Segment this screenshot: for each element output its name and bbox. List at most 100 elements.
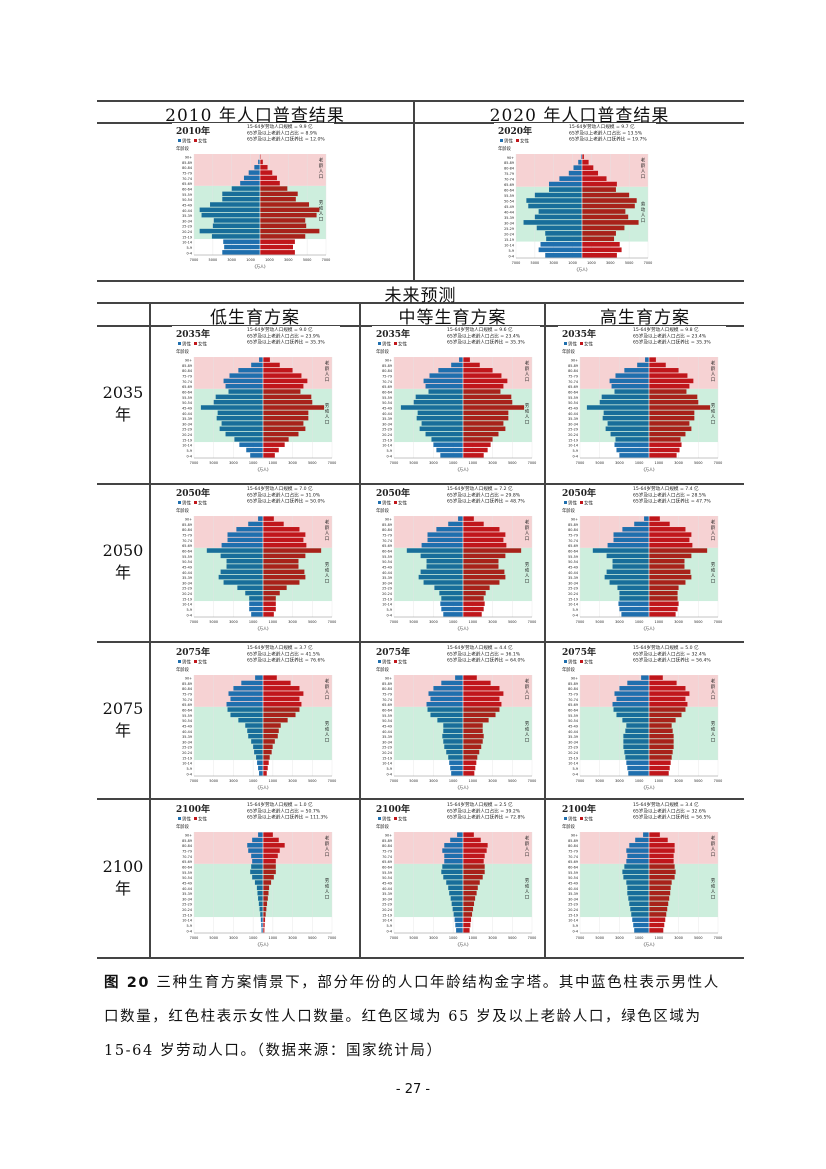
working-zone-label: 动 (641, 206, 646, 213)
x-tick-label: 5000 (694, 461, 703, 465)
x-tick-label: 3000 (288, 620, 297, 624)
age-tick-label: 15-19 (182, 597, 192, 601)
bar-male-80-84 (238, 368, 263, 373)
x-tick-label: 1000 (655, 936, 664, 940)
age-tick-label: 35-39 (382, 735, 392, 739)
bar-female-30-34 (263, 896, 268, 901)
age-tick-label: 55-59 (382, 396, 392, 400)
bar-female-70-74 (649, 378, 694, 384)
working-zone-label: 劳 (325, 561, 330, 568)
x-axis-label: (万人) (643, 785, 655, 790)
legend-male-label: 男性 (182, 341, 191, 348)
legend-female-swatch (580, 501, 583, 504)
bar-female-85-89 (263, 521, 284, 527)
bar-female-65-69 (463, 858, 484, 864)
age-tick-label: 25-29 (382, 587, 392, 591)
x-tick-label: 3000 (488, 779, 497, 783)
bar-female-50-54 (649, 717, 676, 723)
age-tick-label: 0-4 (508, 254, 514, 258)
age-tick-label: 10-14 (382, 603, 392, 607)
age-tick-label: 20-24 (382, 592, 392, 596)
bar-female-55-59 (260, 191, 298, 197)
bar-female-45-49 (649, 405, 711, 410)
age-tick-label: 5-9 (572, 608, 578, 612)
working-zone-label: 人 (325, 573, 330, 579)
bar-female-70-74 (649, 696, 686, 702)
bar-male-5-9 (258, 765, 263, 771)
pyramid-stat-0: 15-64岁劳动人口规模 = 4.4 亿 (447, 644, 513, 651)
figure-caption: 图 20 三种生育方案情景下，部分年份的人口年龄结构金字塔。其中蓝色柱表示男性人… (104, 966, 724, 1068)
legend-male-label: 男性 (504, 138, 513, 145)
bar-female-50-54 (582, 198, 637, 203)
pyramid-stat-1: 65岁及以上老龄人口占比 = 36.1% (447, 650, 521, 657)
bar-female-50-54 (263, 558, 299, 564)
x-tick-label: 5000 (308, 936, 317, 940)
bar-male-50-54 (222, 196, 260, 202)
bar-male-40-44 (625, 728, 649, 734)
x-tick-label: 3000 (429, 779, 438, 783)
bar-male-35-39 (602, 415, 649, 421)
elderly-zone-label: 人 (525, 530, 530, 536)
pyramid-legend: 男性 女性 (378, 341, 407, 348)
x-tick-label: 7000 (576, 936, 585, 940)
age-tick-label: 90+ (185, 677, 192, 681)
bar-female-20-24 (263, 431, 299, 437)
bar-male-40-44 (217, 410, 263, 416)
age-tick-label: 50-54 (382, 876, 392, 880)
age-tick-label: 80-84 (382, 844, 392, 848)
elderly-zone-label: 口 (711, 695, 716, 701)
age-tick-label: 65-69 (182, 860, 192, 864)
bar-female-30-34 (649, 739, 674, 744)
age-tick-label: 55-59 (568, 714, 578, 718)
bar-female-35-39 (582, 214, 629, 220)
age-tick-label: 40-44 (182, 887, 192, 891)
legend-male-swatch (178, 660, 181, 663)
elderly-zone-label: 老 (711, 677, 716, 684)
bar-male-25-29 (451, 901, 463, 907)
working-zone-label: 劳 (525, 561, 530, 568)
age-tick-label: 60-64 (182, 550, 192, 554)
bar-female-60-64 (263, 707, 300, 712)
legend-male-label: 男性 (182, 500, 191, 507)
bar-female-80-84 (263, 527, 300, 532)
bar-male-5-9 (249, 606, 263, 612)
age-tick-label: 0-4 (186, 929, 192, 933)
legend-female-label: 女性 (584, 816, 593, 823)
bar-male-65-69 (626, 858, 649, 864)
age-tick-label: 60-64 (568, 866, 578, 870)
bar-male-10-14 (632, 917, 649, 922)
bar-female-60-64 (260, 186, 288, 191)
bar-female-15-19 (649, 912, 667, 917)
age-tick-label: 65-69 (504, 183, 514, 187)
pyramid-legend: 男性 女性 (378, 659, 407, 666)
x-tick-label: 5000 (209, 620, 218, 624)
bar-male-30-34 (421, 421, 463, 426)
bar-female-20-24 (263, 590, 280, 596)
bar-female-85-89 (463, 837, 481, 843)
x-tick-label: 3000 (674, 779, 683, 783)
bar-male-75-79 (626, 848, 649, 853)
bar-female-85-89 (263, 362, 280, 368)
table-rule (97, 798, 744, 800)
age-tick-label: 45-49 (568, 881, 578, 885)
elderly-zone-label: 口 (711, 852, 716, 858)
age-tick-label: 40-44 (182, 209, 192, 213)
bar-female-45-49 (263, 564, 299, 569)
x-tick-label: 1000 (449, 936, 458, 940)
bar-male-90+ (641, 675, 649, 680)
age-tick-label: 55-59 (182, 396, 192, 400)
age-tick-label: 45-49 (382, 565, 392, 569)
pyramid-stat-2: 65岁及以上老龄人口抚养比 = 56.4% (633, 657, 711, 664)
age-tick-label: 85-89 (568, 523, 578, 527)
age-tick-label: 0-4 (186, 772, 192, 776)
bar-male-0-4 (443, 612, 463, 617)
bar-male-30-34 (251, 739, 263, 744)
age-tick-label: 0-4 (386, 772, 392, 776)
legend-female-swatch (580, 660, 583, 663)
bar-male-30-34 (523, 220, 582, 225)
x-tick-label: 5000 (694, 779, 703, 783)
bar-male-40-44 (627, 885, 649, 891)
age-tick-label: 0-4 (186, 613, 192, 617)
legend-male-swatch (564, 817, 567, 820)
